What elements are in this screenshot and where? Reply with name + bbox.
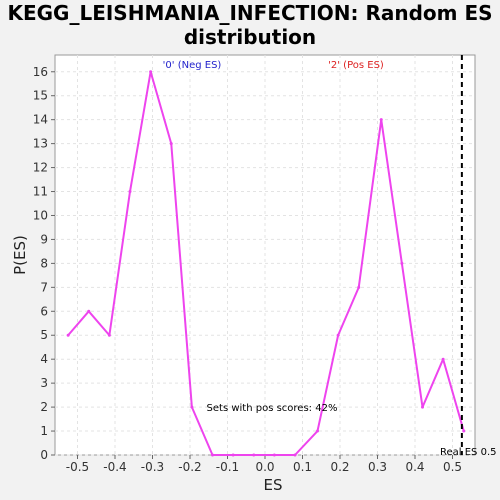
chart-title-line2: distribution [184,25,316,49]
data-point [316,430,319,433]
x-axis-title: ES [264,476,283,494]
data-point [170,142,173,145]
data-point [108,334,111,337]
data-point [337,334,340,337]
x-tick-label: 0.0 [255,460,274,474]
x-axis-ticks: -0.5 -0.4 -0.3 -0.2 -0.1 0.0 0.1 0.2 0.3 0.4 0.5 [66,455,462,474]
y-tick-label: 8 [40,256,48,270]
x-tick-label: -0.5 [66,460,89,474]
data-point [462,430,465,433]
x-tick-label: 0.3 [368,460,387,474]
data-point [252,454,255,457]
data-point [442,358,445,361]
y-tick-label: 5 [40,328,48,342]
y-axis-title: P(ES) [11,235,29,275]
y-tick-label: 16 [33,65,48,79]
y-tick-label: 2 [40,400,48,414]
data-point [211,454,214,457]
data-point [149,70,152,73]
y-tick-label: 12 [33,161,48,175]
pos-scores-note: Sets with pos scores: 42% [207,403,338,414]
data-point [273,454,276,457]
data-point [67,334,70,337]
y-tick-label: 13 [33,137,48,151]
y-tick-label: 7 [40,280,48,294]
neg-es-label: '0' (Neg ES) [163,60,222,71]
x-tick-label: -0.4 [103,460,126,474]
x-tick-label: 0.4 [405,460,424,474]
data-point [294,454,297,457]
data-point [87,310,90,313]
data-point [190,406,193,409]
data-point [357,286,360,289]
x-tick-label: 0.1 [293,460,312,474]
y-tick-label: 11 [33,185,48,199]
x-tick-label: -0.3 [141,460,164,474]
y-tick-label: 15 [33,89,48,103]
y-tick-label: 9 [40,232,48,246]
data-point [232,454,235,457]
y-tick-label: 3 [40,376,48,390]
y-tick-label: 0 [40,448,48,462]
y-tick-label: 10 [33,208,48,222]
x-tick-label: 0.2 [330,460,349,474]
x-tick-label: -0.1 [216,460,239,474]
y-tick-label: 1 [40,424,48,438]
data-point [129,190,132,193]
data-point [380,118,383,121]
chart-title-line1: KEGG_LEISHMANIA_INFECTION: Random ES [7,1,492,25]
x-tick-label: 0.5 [443,460,462,474]
x-tick-label: -0.2 [178,460,201,474]
y-tick-label: 6 [40,304,48,318]
data-point [400,262,403,265]
data-point [421,406,424,409]
y-tick-label: 14 [33,113,48,127]
real-es-label: Real ES 0.5 [440,447,496,458]
pos-es-label: '2' (Pos ES) [328,60,384,71]
y-tick-label: 4 [40,352,48,366]
